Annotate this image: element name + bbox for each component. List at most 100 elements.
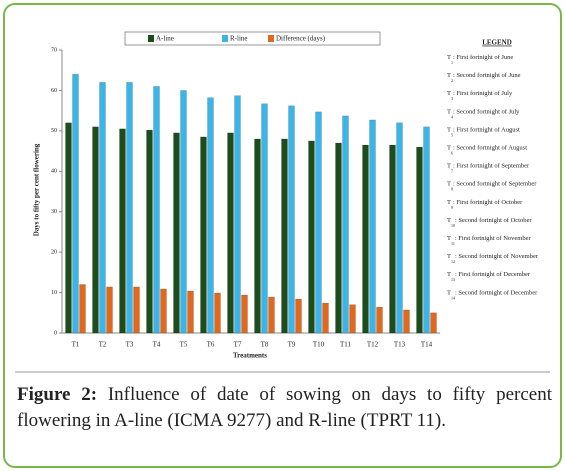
bar: [342, 115, 349, 334]
bar: [315, 111, 322, 334]
figure-frame: [3, 3, 562, 468]
x-tick-label: T12: [367, 341, 379, 349]
bar: [369, 119, 376, 334]
treatment-symbol: T: [447, 54, 451, 61]
y-tick-label: 50: [51, 128, 57, 134]
bar: [308, 140, 315, 334]
bar: [92, 126, 99, 334]
bar: [214, 292, 221, 334]
caption-text: Influence of date of sowing on days to f…: [17, 384, 552, 431]
treatment-legend-item: T9: First fortnight of October: [447, 199, 523, 209]
treatment-description: : First fortnight of December: [455, 272, 531, 279]
bar: [241, 294, 248, 334]
treatment-legend-item: T3: First fortnight of July: [447, 91, 513, 101]
legend-box: [124, 31, 381, 46]
treatment-subscript: 13: [451, 277, 455, 282]
bar: [200, 136, 207, 334]
treatment-subscript: 2: [451, 78, 453, 83]
treatment-symbol: T: [447, 127, 451, 134]
treatment-subscript: 14: [451, 295, 455, 300]
legend-swatch: [148, 35, 154, 42]
bar: [349, 304, 356, 334]
bar: [126, 82, 133, 334]
treatment-subscript: 1: [451, 60, 453, 65]
treatment-legend-item: T2: Second fortnight of June: [447, 73, 521, 83]
bar: [99, 82, 106, 334]
bar: [173, 132, 180, 334]
caption-label: Figure 2:: [17, 384, 98, 405]
treatment-description: : Second fortnight of June: [453, 73, 521, 80]
y-tick-label: 60: [51, 88, 57, 94]
bar: [423, 126, 430, 334]
treatment-legend-item: T10: Second fortnight of October: [447, 217, 532, 227]
treatment-legend-item: T5: First fortnight of August: [447, 127, 520, 137]
treatment-description: : Second fortnight of July: [453, 109, 520, 116]
treatment-subscript: 10: [451, 223, 455, 228]
treatment-symbol: T: [447, 199, 451, 206]
x-tick-label: T14: [421, 341, 433, 349]
bar: [79, 284, 86, 334]
x-tick-label: T7: [234, 341, 242, 349]
bar: [133, 286, 140, 334]
treatment-description: : First fortnight of October: [453, 199, 523, 206]
x-tick-label: T2: [99, 341, 107, 349]
treatment-description: : Second fortnight of November: [455, 254, 539, 261]
bar: [160, 288, 167, 334]
bar: [146, 129, 153, 334]
x-tick-label: T8: [261, 341, 269, 349]
y-tick-label: 0: [54, 330, 57, 336]
bar: [295, 298, 302, 334]
x-tick-label: T9: [288, 341, 296, 349]
x-tick-label: T10: [313, 341, 325, 349]
bar: [261, 103, 268, 334]
bar: [227, 132, 234, 334]
treatment-symbol: T: [447, 145, 451, 152]
legend-label: Difference (days): [276, 35, 326, 43]
y-tick-label: 40: [51, 169, 57, 175]
bar: [106, 286, 113, 334]
bar: [362, 144, 369, 334]
bar: [234, 95, 241, 334]
treatment-description: : First fortnight of November: [455, 235, 532, 242]
treatment-subscript: 3: [451, 96, 453, 101]
treatment-description: : Second fortnight of August: [453, 145, 527, 152]
legend-swatch: [222, 35, 228, 42]
bar: [396, 122, 403, 334]
treatment-subscript: 9: [451, 205, 453, 210]
treatment-subscript: 12: [451, 259, 455, 264]
legend-label: A-line: [156, 35, 174, 43]
bar: [65, 122, 72, 334]
treatment-subscript: 5: [451, 132, 453, 137]
x-tick-label: T1: [72, 341, 80, 349]
bar: [403, 309, 410, 334]
x-tick-label: T5: [180, 341, 188, 349]
treatment-description: : Second fortnight of December: [455, 290, 538, 297]
bar: [288, 105, 295, 334]
treatment-subscript: 11: [451, 241, 455, 246]
treatment-legend-item: T12: Second fortnight of November: [447, 254, 539, 264]
bar: [322, 302, 329, 334]
treatment-legend-item: T4: Second fortnight of July: [447, 109, 520, 119]
bar: [430, 312, 437, 334]
treatment-subscript: 4: [451, 114, 453, 119]
treatment-description: : Second fortnight of September: [453, 181, 537, 188]
treatment-symbol: T: [447, 217, 451, 224]
treatment-symbol: T: [447, 272, 451, 279]
treatment-legend-item: T8: Second fortnight of September: [447, 181, 537, 191]
x-tick-label: T13: [394, 341, 406, 349]
bar: [207, 97, 214, 334]
y-tick-label: 20: [51, 250, 57, 256]
treatment-subscript: 7: [451, 169, 453, 174]
treatment-legend-item: T13: First fortnight of December: [447, 272, 531, 282]
y-tick-label: 70: [51, 47, 57, 53]
treatment-description: : First fortnight of June: [453, 54, 513, 61]
treatment-legend-item: T6: Second fortnight of August: [447, 145, 527, 155]
treatment-symbol: T: [447, 235, 451, 242]
bar: [389, 144, 396, 334]
treatment-symbol: T: [447, 163, 451, 170]
chart: Treatments Days to fifty per cent flower…: [15, 31, 550, 373]
legend-swatch: [268, 35, 274, 42]
bar: [335, 142, 342, 334]
bar: [180, 90, 187, 334]
bar: [376, 306, 383, 334]
